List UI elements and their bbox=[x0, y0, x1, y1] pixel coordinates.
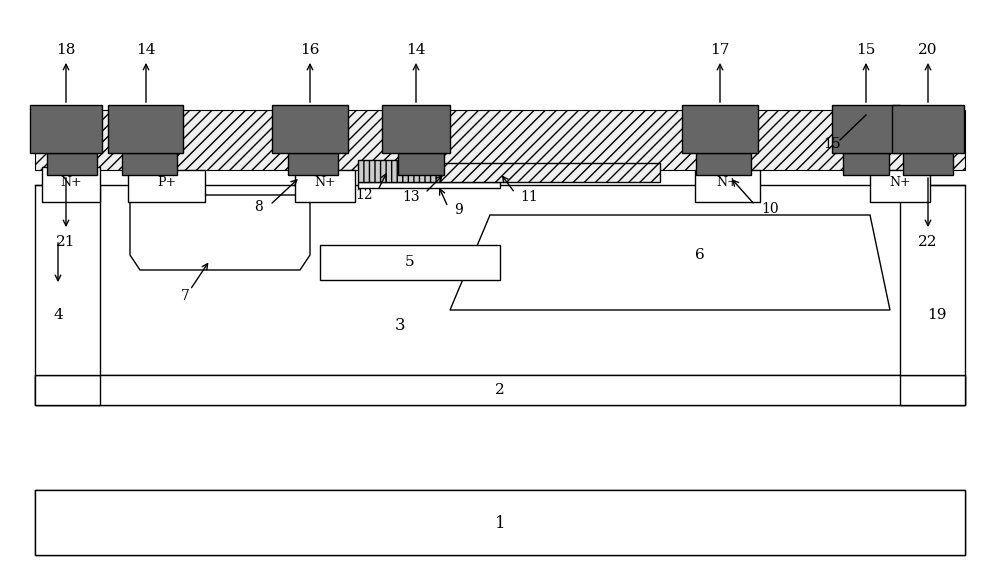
Bar bbox=[900, 375, 965, 405]
Bar bbox=[870, 170, 930, 202]
Text: 10: 10 bbox=[761, 202, 779, 216]
Bar bbox=[440, 163, 660, 182]
Text: 3: 3 bbox=[395, 316, 405, 333]
Bar bbox=[42, 167, 100, 202]
Bar bbox=[382, 105, 450, 153]
Bar bbox=[30, 105, 102, 153]
Text: 13: 13 bbox=[402, 190, 420, 204]
Bar bbox=[398, 153, 444, 175]
Bar bbox=[695, 170, 760, 202]
Bar bbox=[35, 490, 965, 555]
Text: 11: 11 bbox=[520, 190, 538, 204]
Text: 5: 5 bbox=[405, 255, 415, 270]
Text: 14: 14 bbox=[406, 43, 426, 57]
Text: N+: N+ bbox=[314, 177, 336, 189]
Bar bbox=[47, 153, 97, 175]
Text: 8: 8 bbox=[254, 200, 263, 214]
Text: 21: 21 bbox=[56, 235, 76, 249]
Text: 4: 4 bbox=[53, 308, 63, 322]
Text: 15: 15 bbox=[823, 137, 841, 151]
Text: 18: 18 bbox=[56, 43, 76, 57]
Text: 9: 9 bbox=[454, 203, 463, 217]
Bar bbox=[696, 153, 751, 175]
Bar bbox=[35, 490, 965, 555]
Bar bbox=[122, 153, 177, 175]
Text: 20: 20 bbox=[918, 43, 938, 57]
Text: 7: 7 bbox=[181, 289, 189, 303]
Text: 15: 15 bbox=[856, 43, 876, 57]
Text: 1: 1 bbox=[495, 515, 505, 531]
Bar bbox=[35, 110, 965, 170]
Bar bbox=[832, 105, 900, 153]
Text: 19: 19 bbox=[927, 308, 947, 322]
Bar bbox=[108, 105, 183, 153]
Text: 2: 2 bbox=[495, 383, 505, 397]
Bar bbox=[843, 153, 889, 175]
Bar bbox=[35, 185, 100, 375]
Bar bbox=[358, 160, 440, 182]
Bar bbox=[35, 375, 100, 405]
Bar bbox=[320, 245, 500, 280]
Text: N+: N+ bbox=[60, 176, 82, 189]
Text: 16: 16 bbox=[300, 43, 320, 57]
Text: 6: 6 bbox=[695, 248, 705, 262]
Bar bbox=[358, 182, 500, 188]
Bar bbox=[35, 375, 965, 405]
Bar bbox=[272, 105, 348, 153]
Text: P+: P+ bbox=[157, 177, 176, 189]
Polygon shape bbox=[130, 195, 310, 270]
Bar bbox=[128, 170, 205, 202]
Text: 14: 14 bbox=[136, 43, 156, 57]
Bar bbox=[682, 105, 758, 153]
Bar bbox=[295, 170, 355, 202]
Polygon shape bbox=[450, 215, 890, 310]
Text: N+: N+ bbox=[717, 177, 738, 189]
Bar bbox=[892, 105, 964, 153]
Text: 22: 22 bbox=[918, 235, 938, 249]
Bar bbox=[35, 375, 965, 405]
Text: N+: N+ bbox=[889, 177, 911, 189]
Text: 12: 12 bbox=[355, 188, 373, 202]
Bar bbox=[900, 185, 965, 375]
Bar bbox=[903, 153, 953, 175]
Text: 17: 17 bbox=[710, 43, 730, 57]
Bar bbox=[288, 153, 338, 175]
